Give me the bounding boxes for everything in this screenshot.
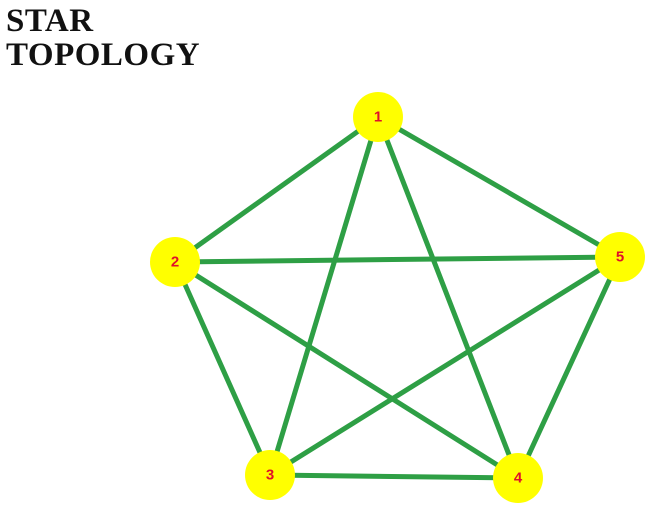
node-5: 5 (595, 232, 645, 282)
edge-4-5 (515, 254, 623, 481)
title-line-2: TOPOLOGY (6, 37, 201, 73)
edge-1-4 (375, 114, 521, 481)
nodes-layer: 1 2 3 4 5 (150, 92, 645, 503)
node-circle-5 (595, 232, 645, 282)
node-2: 2 (150, 237, 200, 287)
edge-3-4 (267, 472, 521, 481)
title-line-1: STAR (6, 3, 94, 39)
edge-2-3 (172, 259, 273, 478)
edge-3-5 (267, 254, 623, 478)
node-circle-3 (245, 450, 295, 500)
edge-2-4 (172, 259, 521, 481)
node-3: 3 (245, 450, 295, 500)
node-1: 1 (353, 92, 403, 142)
node-label-4: 4 (514, 470, 523, 487)
node-label-5: 5 (616, 249, 624, 266)
edge-1-5 (375, 114, 623, 260)
node-circle-4 (493, 453, 543, 503)
node-label-3: 3 (266, 467, 274, 484)
edge-1-3 (267, 114, 381, 478)
node-label-1: 1 (374, 109, 382, 126)
node-circle-2 (150, 237, 200, 287)
node-label-2: 2 (171, 254, 179, 271)
edges-layer (172, 114, 623, 481)
edge-1-2 (172, 114, 381, 265)
node-4: 4 (493, 453, 543, 503)
node-circle-1 (353, 92, 403, 142)
diagram-title: STAR TOPOLOGY (6, 4, 200, 72)
edge-2-5 (172, 254, 623, 265)
